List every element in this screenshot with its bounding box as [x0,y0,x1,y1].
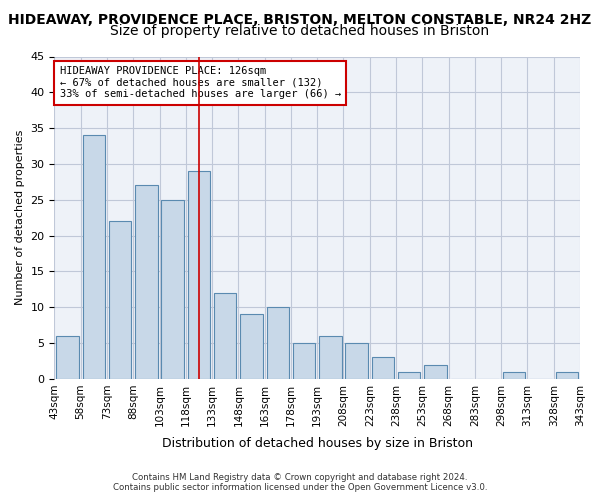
Bar [398,372,421,379]
X-axis label: Distribution of detached houses by size in Briston: Distribution of detached houses by size … [162,437,473,450]
Text: HIDEAWAY, PROVIDENCE PLACE, BRISTON, MELTON CONSTABLE, NR24 2HZ: HIDEAWAY, PROVIDENCE PLACE, BRISTON, MEL… [8,12,592,26]
Bar [346,343,368,379]
Bar [83,136,105,379]
Text: Size of property relative to detached houses in Briston: Size of property relative to detached ho… [110,24,490,38]
Bar [556,372,578,379]
Bar [266,308,289,379]
Text: Contains HM Land Registry data © Crown copyright and database right 2024.
Contai: Contains HM Land Registry data © Crown c… [113,473,487,492]
Bar [503,372,526,379]
Bar [293,343,315,379]
Bar [56,336,79,379]
Bar [372,358,394,379]
Bar [241,314,263,379]
Bar [424,364,446,379]
Y-axis label: Number of detached properties: Number of detached properties [15,130,25,306]
Bar [109,222,131,379]
Text: HIDEAWAY PROVIDENCE PLACE: 126sqm
← 67% of detached houses are smaller (132)
33%: HIDEAWAY PROVIDENCE PLACE: 126sqm ← 67% … [59,66,341,100]
Bar [214,293,236,379]
Bar [319,336,341,379]
Bar [161,200,184,379]
Bar [188,171,210,379]
Bar [135,186,158,379]
